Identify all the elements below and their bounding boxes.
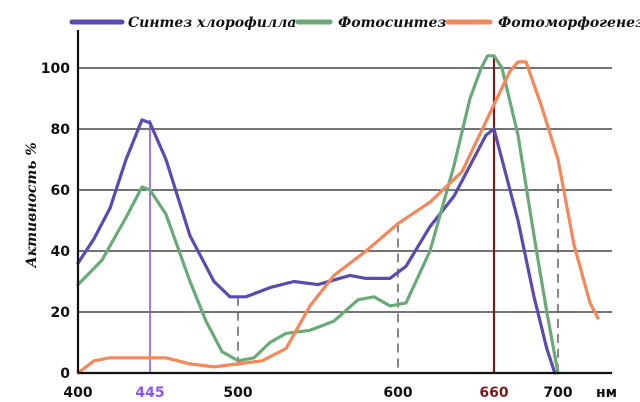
- wavelength-markers: [149, 55, 559, 373]
- series-line-1: [76, 118, 557, 375]
- y-tick-label-100: 100: [41, 61, 70, 77]
- y-tick-label-40: 40: [51, 244, 71, 260]
- y-tick-label-0: 0: [60, 366, 70, 382]
- y-tick-label-80: 80: [51, 122, 71, 138]
- x-tick-label-445: 445: [135, 385, 164, 401]
- y-tick-label-20: 20: [51, 305, 71, 321]
- legend-label-3: Фотоморфогенез: [498, 15, 640, 31]
- x-tick-label-660: 660: [479, 385, 508, 401]
- x-tick-label-700: 700: [543, 385, 572, 401]
- legend-label-2: Фотосинтез: [338, 15, 446, 31]
- y-tick-label-60: 60: [51, 183, 71, 199]
- x-tick-label-400: 400: [63, 385, 92, 401]
- y-axis-label: Активность %: [24, 142, 40, 268]
- x-unit-label: нм: [596, 385, 617, 401]
- axes: 0 20 40 60 80 100 400 445 500 600 660 700 нм Активнос…: [24, 30, 617, 401]
- x-tick-label-500: 500: [223, 385, 252, 401]
- x-tick-label-600: 600: [383, 385, 412, 401]
- data-series: [76, 54, 600, 375]
- series-line-3: [76, 60, 600, 375]
- legend: Синтез хлорофилла Фотосинтез Фотоморфогене…: [69, 15, 640, 31]
- series-line-2: [76, 54, 560, 375]
- legend-label-1: Синтез хлорофилла: [128, 15, 297, 31]
